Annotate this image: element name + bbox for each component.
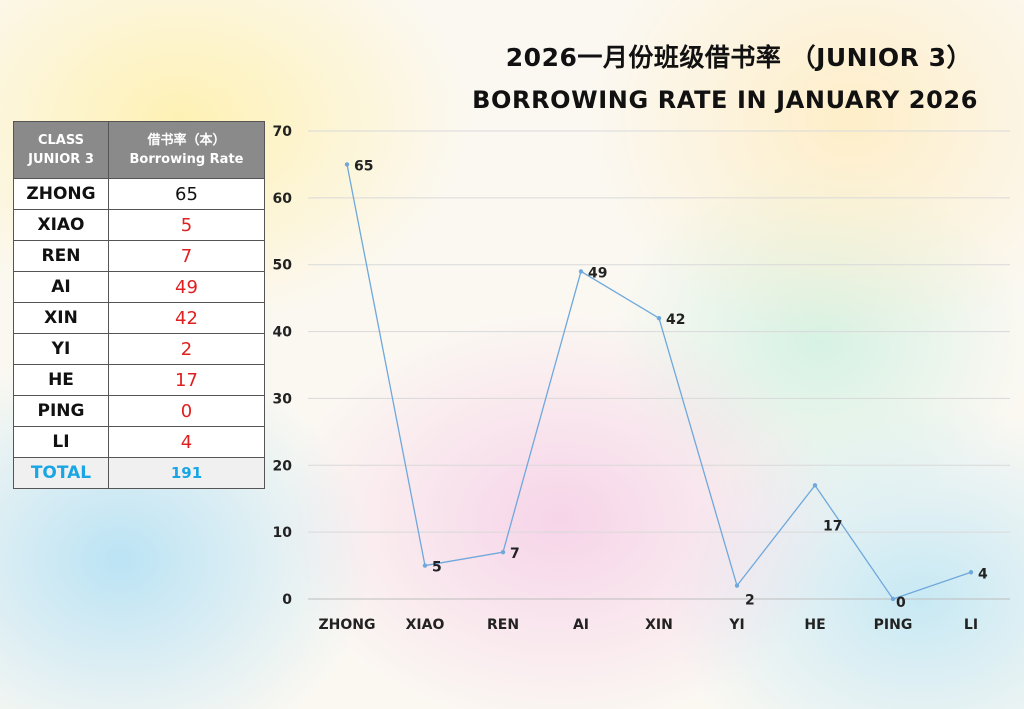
y-tick-label: 50: [273, 258, 293, 274]
data-point: [344, 162, 350, 167]
data-point: [734, 583, 740, 588]
data-label: 17: [823, 518, 842, 534]
data-point: [578, 269, 584, 274]
x-tick-label: REN: [487, 617, 519, 633]
data-point: [500, 550, 506, 555]
data-label: 5: [432, 560, 442, 576]
x-tick-label: XIN: [645, 617, 673, 633]
x-tick-label: AI: [573, 617, 589, 633]
chart-title-chinese: 2026一月份班级借书率 （JUNIOR 3）: [505, 43, 972, 72]
row-borrowing-value: 17: [108, 364, 265, 396]
table-total-row: TOTAL 191: [13, 457, 265, 489]
table-row: LI 4: [13, 426, 265, 458]
data-label: 7: [510, 546, 520, 562]
borrowing-rate-table: CLASS JUNIOR 3 借书率（本） Borrowing Rate ZHO…: [13, 121, 265, 489]
x-tick-label: HE: [804, 617, 825, 633]
x-tick-label: ZHONG: [319, 617, 376, 633]
x-tick-label: LI: [964, 617, 978, 633]
table-row: XIN 42: [13, 302, 265, 334]
data-point: [812, 483, 818, 488]
data-label: 42: [666, 312, 685, 328]
table-row: REN 7: [13, 240, 265, 272]
data-label: 49: [588, 265, 607, 281]
header-rate-line2: Borrowing Rate: [129, 152, 244, 167]
data-label: 4: [978, 566, 988, 582]
row-borrowing-value: 7: [108, 240, 265, 272]
header-class: CLASS JUNIOR 3: [13, 121, 109, 179]
data-point: [656, 316, 662, 321]
row-borrowing-value: 0: [108, 395, 265, 427]
y-tick-label: 30: [273, 391, 293, 407]
table-row: YI 2: [13, 333, 265, 365]
row-class-name: XIAO: [13, 209, 109, 241]
series-line: [346, 164, 972, 600]
header-rate-line1: 借书率（本）: [147, 133, 226, 148]
header-class-line2: JUNIOR 3: [28, 152, 94, 167]
table-row: XIAO 5: [13, 209, 265, 241]
total-value: 191: [108, 457, 265, 489]
row-class-name: XIN: [13, 302, 109, 334]
row-borrowing-value: 2: [108, 333, 265, 365]
total-label: TOTAL: [13, 457, 109, 489]
row-class-name: ZHONG: [13, 178, 109, 210]
y-tick-label: 60: [273, 191, 293, 207]
y-tick-label: 0: [282, 592, 292, 608]
row-class-name: PING: [13, 395, 109, 427]
header-borrowing-rate: 借书率（本） Borrowing Rate: [108, 121, 265, 179]
data-label: 2: [745, 593, 755, 609]
table-row: ZHONG 65: [13, 178, 265, 210]
x-tick-label: XIAO: [406, 617, 445, 633]
data-point: [890, 596, 896, 602]
data-label: 65: [354, 158, 373, 174]
row-class-name: REN: [13, 240, 109, 272]
data-label: 0: [896, 595, 906, 611]
header-class-line1: CLASS: [37, 133, 85, 148]
row-class-name: YI: [13, 333, 109, 365]
row-borrowing-value: 49: [108, 271, 265, 303]
y-tick-label: 20: [273, 458, 293, 474]
table-row: HE 17: [13, 364, 265, 396]
table-header-row: CLASS JUNIOR 3 借书率（本） Borrowing Rate: [13, 121, 265, 179]
table-row: PING 0: [13, 395, 265, 427]
table-row: AI 49: [13, 271, 265, 303]
chart-title-english: BORROWING RATE IN JANUARY 2026: [472, 86, 978, 114]
x-tick-label: YI: [728, 617, 744, 633]
data-point: [968, 570, 974, 575]
row-borrowing-value: 65: [108, 178, 265, 210]
row-class-name: LI: [13, 426, 109, 458]
row-class-name: HE: [13, 364, 109, 396]
row-borrowing-value: 5: [108, 209, 265, 241]
row-class-name: AI: [13, 271, 109, 303]
data-point: [422, 563, 428, 568]
row-borrowing-value: 4: [108, 426, 265, 458]
y-tick-label: 40: [273, 325, 293, 341]
y-tick-label: 10: [273, 525, 293, 541]
y-tick-label: 70: [273, 124, 293, 140]
x-tick-label: PING: [874, 617, 913, 633]
